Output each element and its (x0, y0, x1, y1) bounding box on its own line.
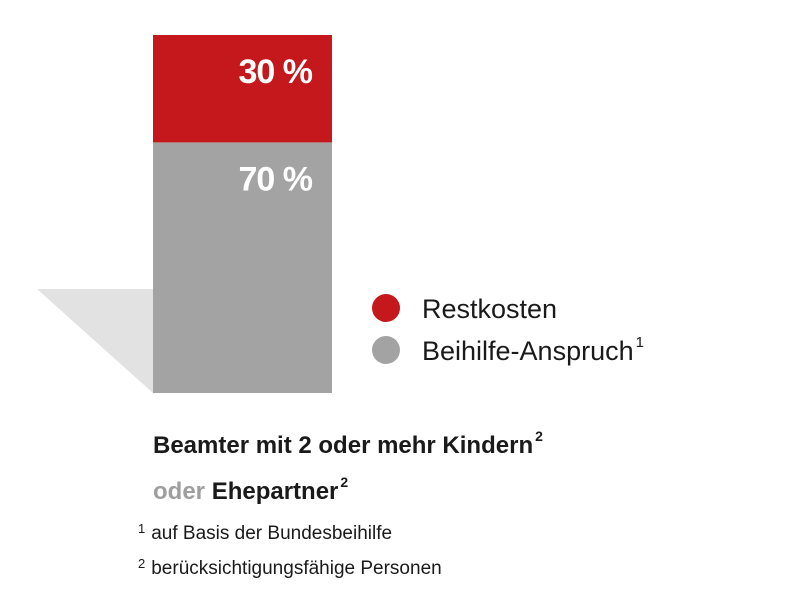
legend-item-restkosten: Restkosten (372, 287, 644, 329)
legend-label-restkosten: Restkosten (422, 293, 558, 324)
legend-dot-restkosten (372, 294, 400, 322)
bar-shadow (37, 289, 153, 393)
caption-line-1: Beamter mit 2 oder mehr Kindern 2 (153, 428, 543, 459)
footnote-1: 1 auf Basis der Bundesbeihilfe (138, 521, 393, 544)
bar-value-label-restkosten: 30 % (239, 53, 313, 91)
footnotes: 1 auf Basis der Bundesbeihilfe 2 berücksic… (138, 514, 442, 584)
category-caption: Beamter mit 2 oder mehr Kindern 2 oder Eh… (153, 418, 543, 510)
footnote-ref: 1 (635, 333, 644, 351)
bar-segment-restkosten (153, 35, 332, 143)
bar-value-label-beihilfe-anspruch: 70 % (239, 160, 313, 198)
legend-item-beihilfe: Beihilfe-Anspruch 1 (372, 329, 644, 371)
footnote-2: 2 berücksichtigungsfähige Personen (138, 556, 442, 579)
legend: Restkosten Beihilfe-Anspruch 1 (372, 287, 644, 371)
bar-segment-beihilfe-anspruch (153, 142, 332, 393)
legend-label-beihilfe: Beihilfe-Anspruch 1 (422, 333, 644, 366)
footnote-ref: 2 (340, 474, 349, 490)
caption-line-2: oder Ehepartner 2 (153, 474, 349, 505)
footnote-ref: 2 (535, 428, 543, 444)
legend-dot-beihilfe (372, 336, 400, 364)
